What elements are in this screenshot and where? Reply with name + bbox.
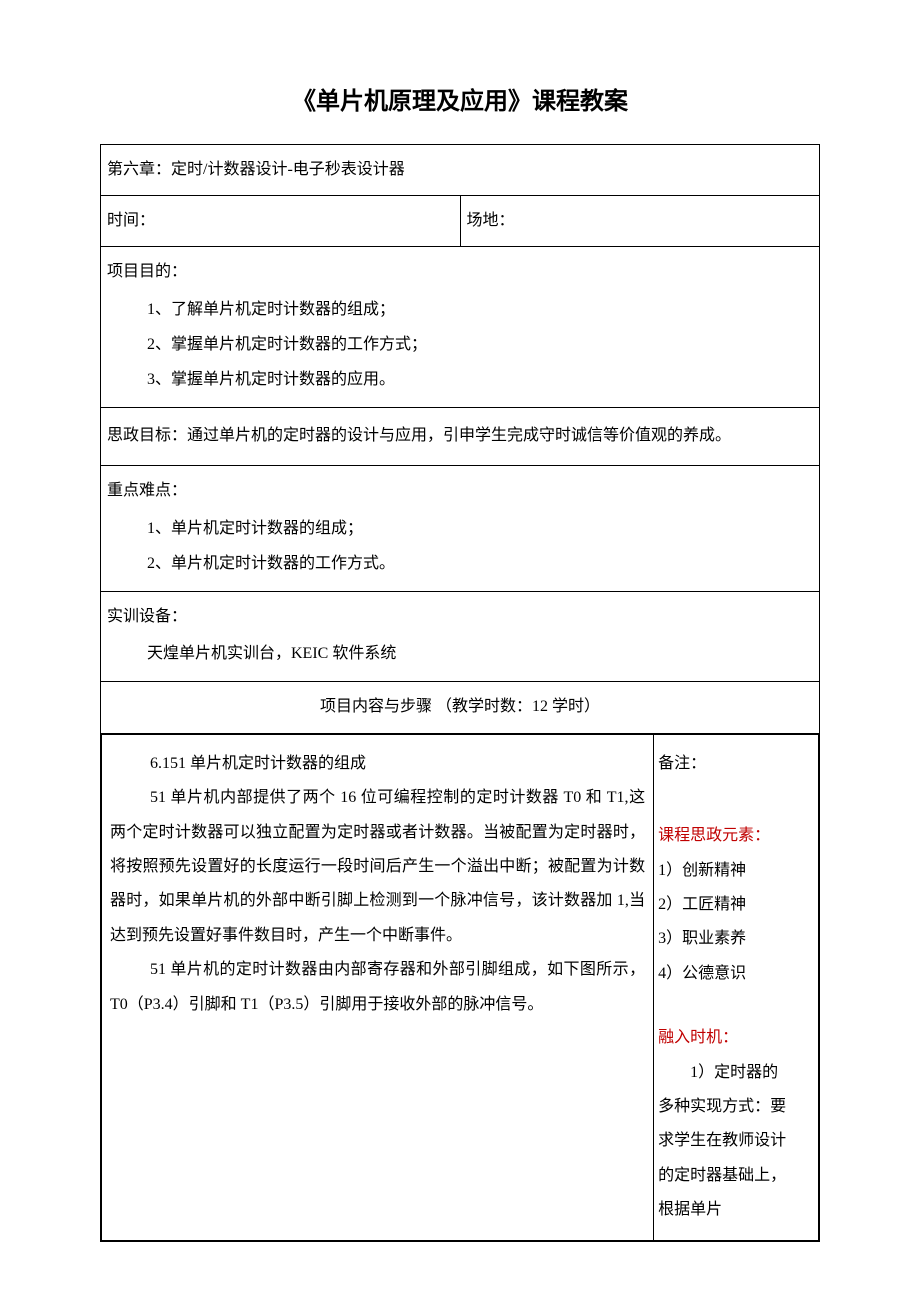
time-cell: 时间： — [101, 195, 461, 246]
steps-header-cell: 项目内容与步骤 （教学时数：12 学时） — [101, 682, 820, 733]
content-para: 51 单片机内部提供了两个 16 位可编程控制的定时计数器 T0 和 T1,这两… — [110, 781, 645, 953]
notes-cell: 备注： 课程思政元素： 1）创新精神 2）工匠精神 3）职业素养 4）公德意识 … — [654, 734, 819, 1240]
objective-item: 2、掌握单片机定时计数器的工作方式； — [147, 327, 813, 362]
timing-lead: 1）定时器的 — [658, 1056, 814, 1090]
equipment-label: 实训设备： — [107, 602, 813, 632]
notes-label: 备注： — [658, 747, 814, 781]
equipment-row: 实训设备： 天煌单片机实训台，KEIC 软件系统 — [101, 591, 820, 682]
chapter-row: 第六章：定时/计数器设计-电子秒表设计器 — [101, 144, 820, 195]
lesson-plan-table: 第六章：定时/计数器设计-电子秒表设计器 时间： 场地： 项目目的： 1、了解单… — [100, 144, 820, 1242]
equipment-cell: 实训设备： 天煌单片机实训台，KEIC 软件系统 — [101, 591, 820, 682]
note-item: 4）公德意识 — [658, 957, 814, 991]
chapter-cell: 第六章：定时/计数器设计-电子秒表设计器 — [101, 144, 820, 195]
objective-item: 3、掌握单片机定时计数器的应用。 — [147, 362, 813, 397]
ideology-elements-label: 课程思政元素： — [658, 819, 814, 853]
timing-line: 根据单片 — [658, 1193, 814, 1227]
note-item: 1）创新精神 — [658, 854, 814, 888]
content-subtitle: 6.151 单片机定时计数器的组成 — [110, 747, 645, 781]
objectives-list: 1、了解单片机定时计数器的组成； 2、掌握单片机定时计数器的工作方式； 3、掌握… — [107, 292, 813, 398]
content-para: 51 单片机的定时计数器由内部寄存器和外部引脚组成，如下图所示，T0（P3.4）… — [110, 953, 645, 1022]
timing-line: 多种实现方式：要 — [658, 1090, 814, 1124]
ideology-cell: 思政目标：通过单片机的定时器的设计与应用，引申学生完成守时诚信等价值观的养成。 — [101, 408, 820, 466]
keypoints-list: 1、单片机定时计数器的组成； 2、单片机定时计数器的工作方式。 — [107, 511, 813, 581]
keypoint-item: 1、单片机定时计数器的组成； — [147, 511, 813, 546]
timing-line: 求学生在教师设计 — [658, 1124, 814, 1158]
ideology-row: 思政目标：通过单片机的定时器的设计与应用，引申学生完成守时诚信等价值观的养成。 — [101, 408, 820, 466]
objectives-row: 项目目的： 1、了解单片机定时计数器的组成； 2、掌握单片机定时计数器的工作方式… — [101, 247, 820, 408]
keypoints-cell: 重点难点： 1、单片机定时计数器的组成； 2、单片机定时计数器的工作方式。 — [101, 466, 820, 592]
objectives-cell: 项目目的： 1、了解单片机定时计数器的组成； 2、掌握单片机定时计数器的工作方式… — [101, 247, 820, 408]
keypoints-row: 重点难点： 1、单片机定时计数器的组成； 2、单片机定时计数器的工作方式。 — [101, 466, 820, 592]
place-cell: 场地： — [460, 195, 820, 246]
page-title: 《单片机原理及应用》课程教案 — [100, 80, 820, 126]
timing-line: 的定时器基础上， — [658, 1159, 814, 1193]
steps-header-row: 项目内容与步骤 （教学时数：12 学时） — [101, 682, 820, 733]
timing-label: 融入时机： — [658, 1021, 814, 1055]
main-content-cell: 6.151 单片机定时计数器的组成 51 单片机内部提供了两个 16 位可编程控… — [102, 734, 654, 1240]
equipment-content: 天煌单片机实训台，KEIC 软件系统 — [107, 636, 813, 671]
keypoint-item: 2、单片机定时计数器的工作方式。 — [147, 546, 813, 581]
note-item: 2）工匠精神 — [658, 888, 814, 922]
objective-item: 1、了解单片机定时计数器的组成； — [147, 292, 813, 327]
keypoints-label: 重点难点： — [107, 476, 813, 506]
objectives-label: 项目目的： — [107, 257, 813, 287]
content-row: 6.151 单片机定时计数器的组成 51 单片机内部提供了两个 16 位可编程控… — [101, 733, 820, 1241]
note-item: 3）职业素养 — [658, 922, 814, 956]
time-place-row: 时间： 场地： — [101, 195, 820, 246]
